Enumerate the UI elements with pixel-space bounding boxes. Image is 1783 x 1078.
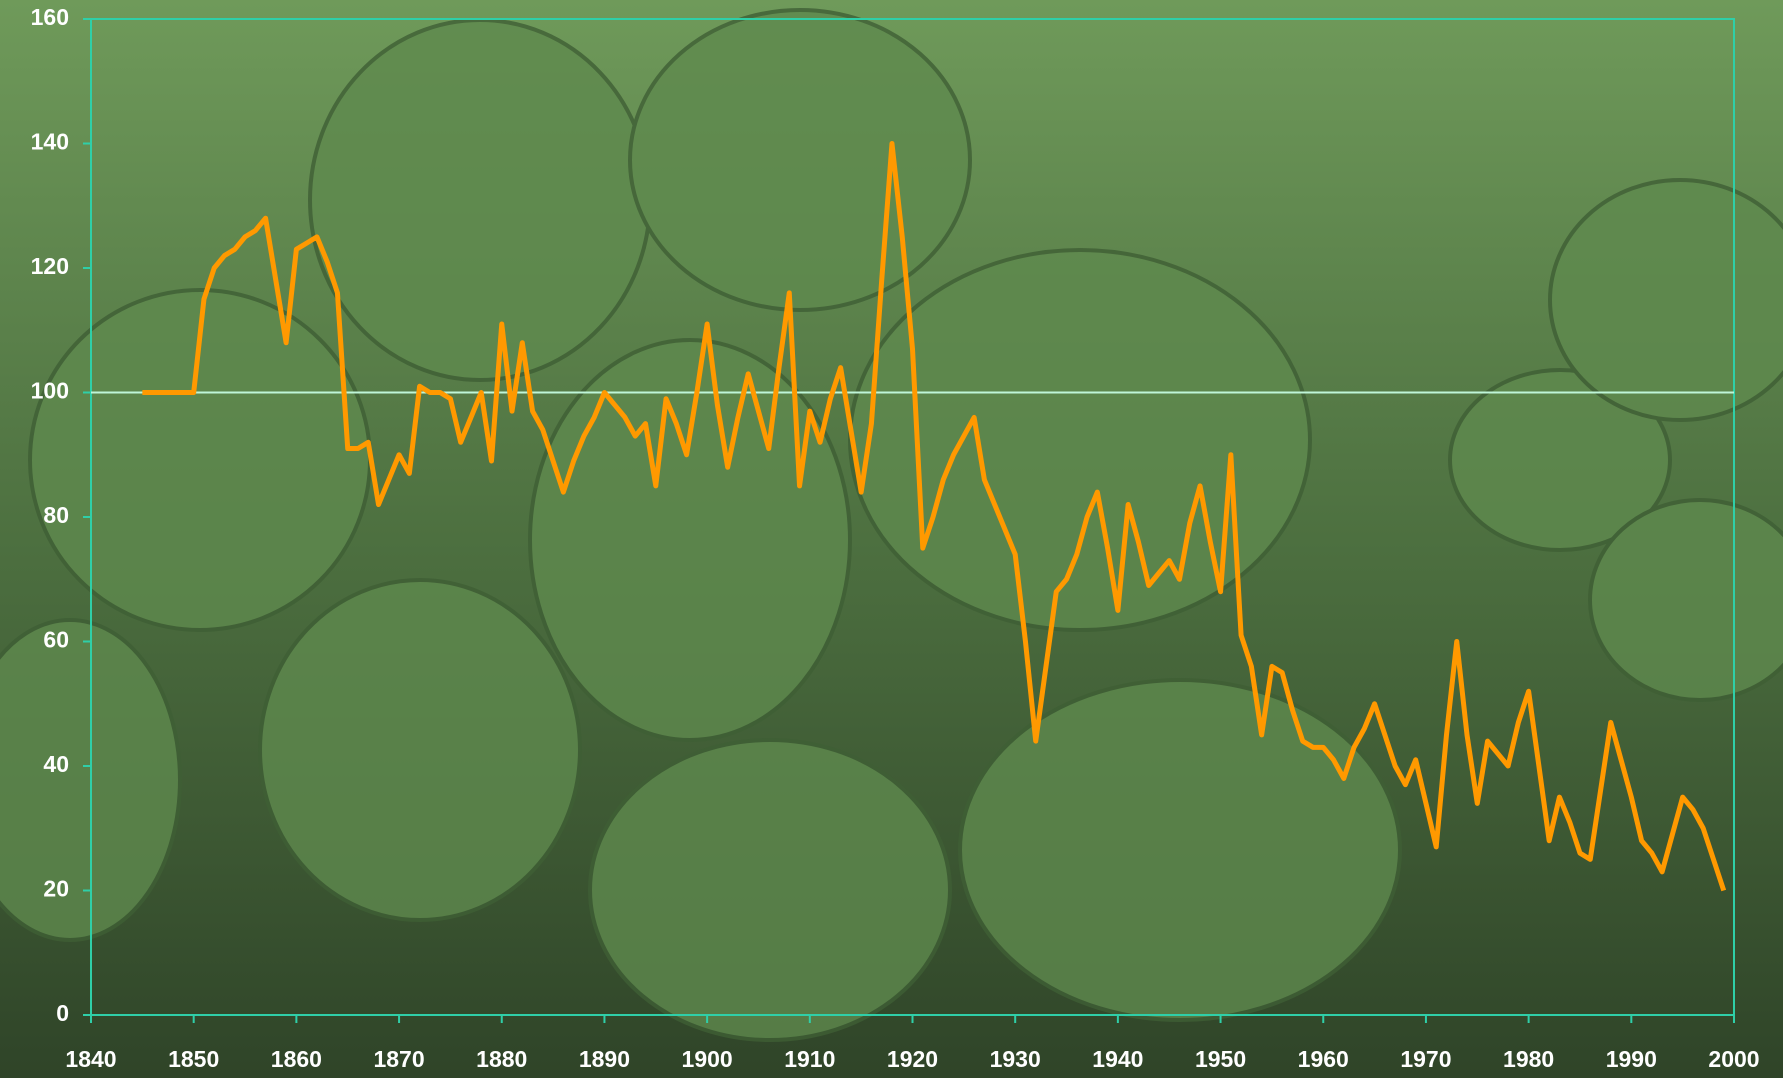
y-tick-label: 160 [31, 4, 69, 30]
x-tick-label: 1870 [373, 1046, 424, 1072]
y-tick-label: 100 [31, 378, 69, 404]
x-tick-label: 1940 [1092, 1046, 1143, 1072]
x-tick-label: 1840 [65, 1046, 116, 1072]
x-tick-label: 1850 [168, 1046, 219, 1072]
x-tick-label: 1900 [682, 1046, 733, 1072]
x-tick-label: 1880 [476, 1046, 527, 1072]
x-tick-label: 1860 [271, 1046, 322, 1072]
x-tick-label: 2000 [1708, 1046, 1759, 1072]
x-tick-label: 1960 [1298, 1046, 1349, 1072]
y-tick-label: 80 [43, 502, 69, 528]
y-tick-label: 20 [43, 876, 69, 902]
y-tick-label: 140 [31, 129, 69, 155]
y-tick-label: 40 [43, 751, 69, 777]
x-tick-label: 1890 [579, 1046, 630, 1072]
x-tick-label: 1970 [1400, 1046, 1451, 1072]
x-tick-label: 1950 [1195, 1046, 1246, 1072]
y-tick-label: 120 [31, 253, 69, 279]
y-tick-label: 60 [43, 627, 69, 653]
x-tick-label: 1930 [990, 1046, 1041, 1072]
x-tick-label: 1990 [1606, 1046, 1657, 1072]
chart: 0 20 40 60 80 100 120 140 160 1840 1850 1860 1870 188… [0, 0, 1783, 1078]
y-tick-label: 0 [56, 1000, 69, 1026]
x-tick-label: 1920 [887, 1046, 938, 1072]
x-tick-label: 1910 [784, 1046, 835, 1072]
x-tick-label: 1980 [1503, 1046, 1554, 1072]
